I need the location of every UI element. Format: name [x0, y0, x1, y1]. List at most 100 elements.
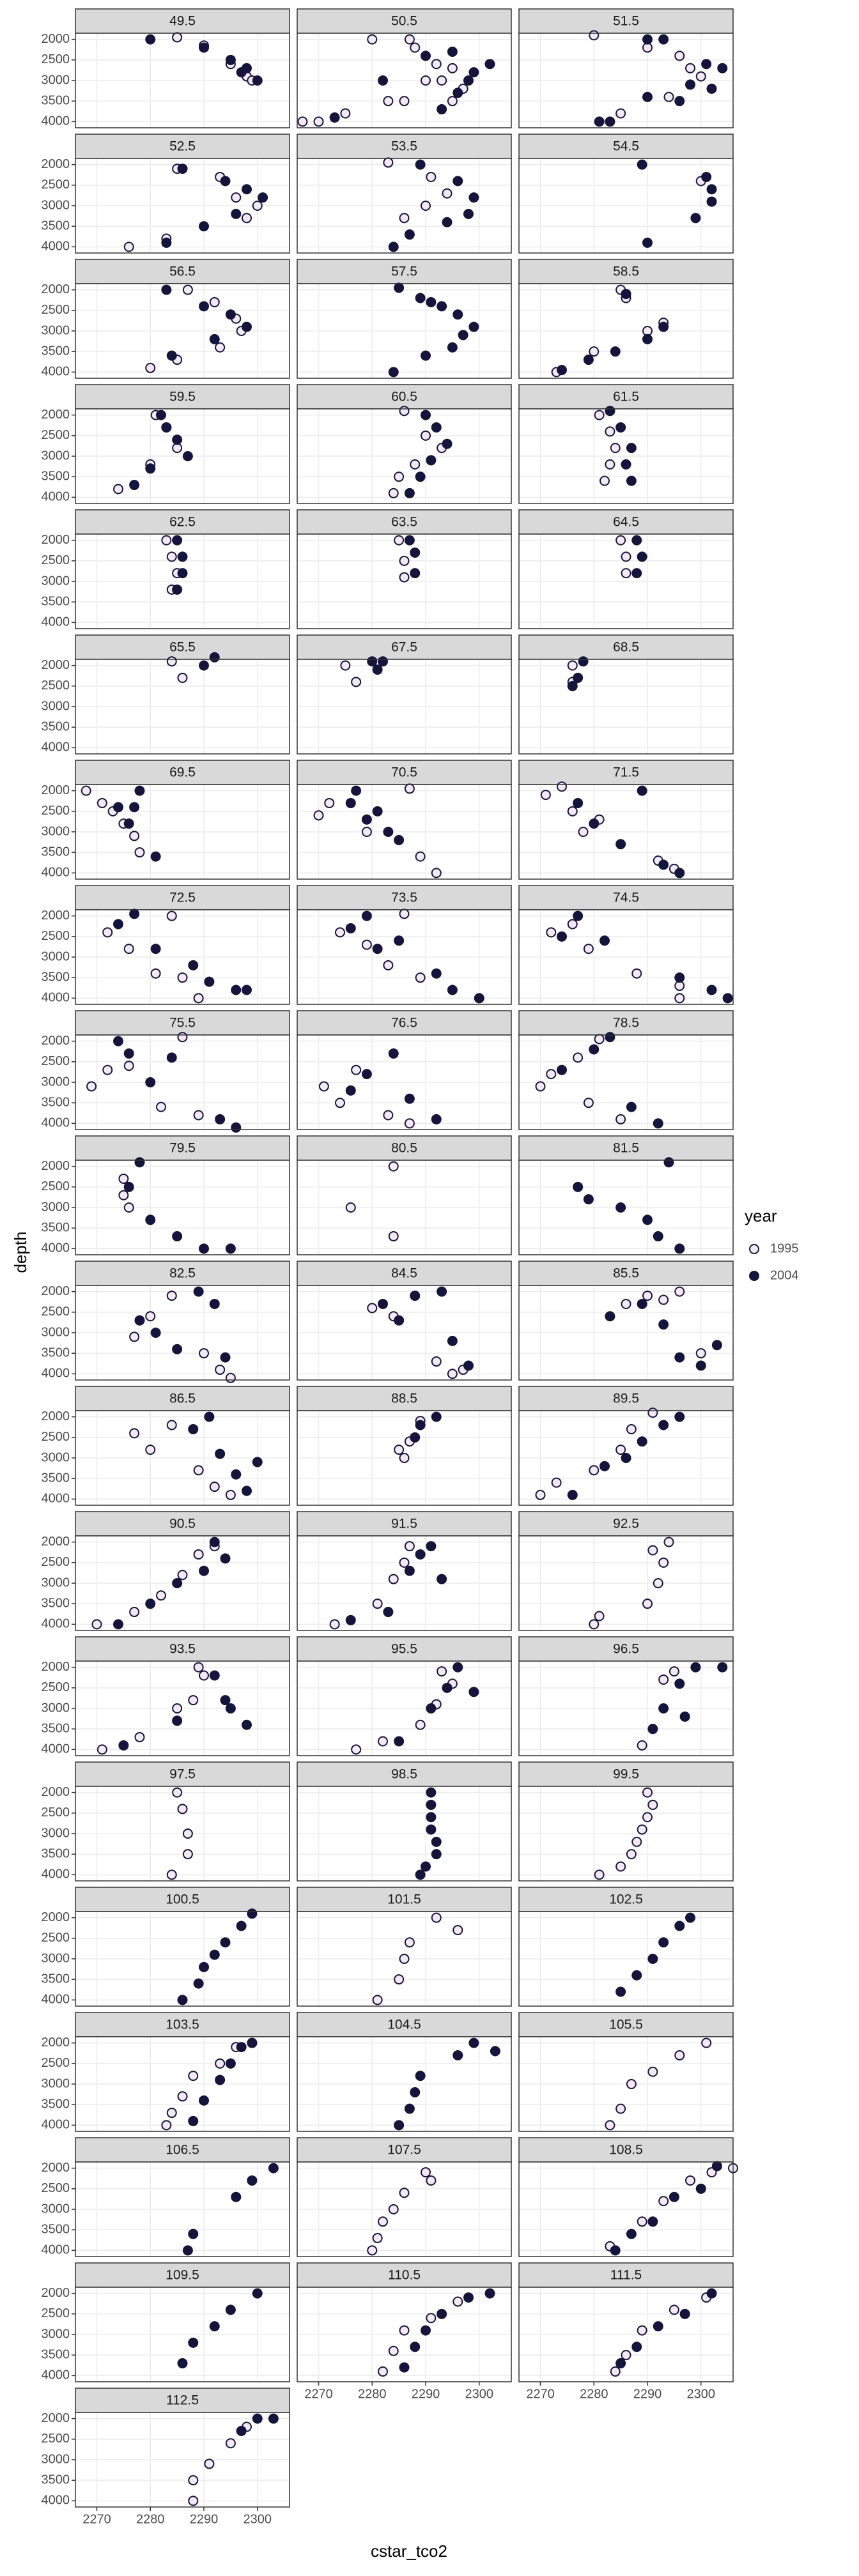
point [610, 346, 621, 357]
point [415, 2071, 426, 2082]
strip [518, 1636, 734, 1662]
point [345, 923, 356, 933]
strip-label: 58.5 [613, 264, 639, 279]
panel-border [518, 659, 734, 755]
point [199, 2095, 209, 2106]
point [404, 34, 415, 45]
strip [297, 134, 512, 159]
point [145, 34, 156, 45]
point [188, 1423, 199, 1434]
panel-border [297, 1285, 512, 1381]
strip [75, 760, 290, 785]
point [166, 910, 177, 921]
point [399, 1557, 410, 1568]
point [242, 321, 252, 332]
point [615, 2358, 626, 2369]
point [199, 1961, 209, 1972]
strip-label: 62.5 [169, 515, 196, 530]
point [394, 1736, 405, 1747]
point [225, 2058, 236, 2069]
point [631, 1970, 642, 1981]
point [669, 2304, 679, 2315]
point [231, 192, 242, 203]
point [663, 1157, 674, 1168]
point [410, 1291, 421, 1301]
strip [75, 1386, 290, 1411]
y-tick-label: 3000 [42, 574, 70, 588]
point [621, 1453, 631, 1463]
point [605, 406, 615, 417]
panel-border [518, 784, 734, 880]
y-tick-label: 2000 [42, 533, 70, 547]
point [172, 1344, 183, 1354]
point [453, 1662, 463, 1673]
point [134, 1157, 145, 1168]
y-tick-label: 3500 [42, 93, 70, 107]
point [340, 660, 351, 671]
point [177, 2091, 188, 2102]
point [669, 2191, 679, 2202]
point [351, 1744, 362, 1755]
point [199, 1670, 209, 1681]
y-tick-label: 3000 [42, 949, 70, 963]
point [674, 1678, 685, 1689]
point [421, 75, 431, 86]
point [426, 2313, 437, 2324]
point [578, 656, 589, 667]
y-tick-label: 2000 [42, 658, 70, 672]
point [236, 1920, 247, 1931]
point [674, 868, 685, 878]
point [642, 1215, 653, 1225]
point [225, 54, 236, 65]
point [557, 931, 567, 942]
point [225, 1703, 236, 1713]
x-tick-label: 2290 [190, 2512, 219, 2526]
strip [297, 2012, 512, 2037]
strip-label: 51.5 [613, 14, 639, 29]
point [193, 1662, 204, 1673]
point [404, 2103, 415, 2114]
y-tick-label: 3500 [42, 1846, 70, 1860]
point [372, 944, 383, 954]
point [637, 2216, 647, 2227]
point [150, 944, 161, 954]
y-tick-label: 2500 [42, 2056, 70, 2070]
point [252, 1457, 263, 1468]
point [717, 1662, 728, 1673]
point [113, 484, 123, 494]
point [426, 1703, 437, 1713]
point [463, 208, 474, 219]
point [361, 910, 372, 921]
point [209, 652, 220, 663]
y-tick-label: 3500 [42, 1095, 70, 1109]
point [711, 1340, 722, 1351]
point [453, 2296, 463, 2307]
point [442, 438, 453, 449]
point [674, 972, 685, 983]
point [626, 1423, 637, 1434]
point [156, 1101, 166, 1112]
point [426, 296, 437, 307]
point [383, 960, 394, 970]
point [431, 422, 442, 433]
point [177, 1570, 188, 1581]
point [345, 1614, 356, 1625]
panel-border [297, 1786, 512, 1882]
y-tick-label: 2000 [42, 408, 70, 422]
point [421, 50, 431, 61]
point [215, 1448, 226, 1459]
point [679, 1711, 690, 1722]
y-tick-label: 2000 [42, 783, 70, 797]
point [468, 67, 479, 78]
strip-label: 64.5 [613, 515, 639, 530]
x-tick-label: 2290 [633, 2387, 662, 2401]
y-tick-label: 3500 [42, 218, 70, 233]
point [415, 1549, 426, 1560]
strip-label: 95.5 [391, 1642, 417, 1657]
y-tick-label: 2500 [42, 52, 70, 66]
point [242, 985, 252, 995]
point [225, 1372, 236, 1383]
point [589, 30, 600, 41]
point [231, 208, 242, 219]
point [626, 1849, 637, 1860]
